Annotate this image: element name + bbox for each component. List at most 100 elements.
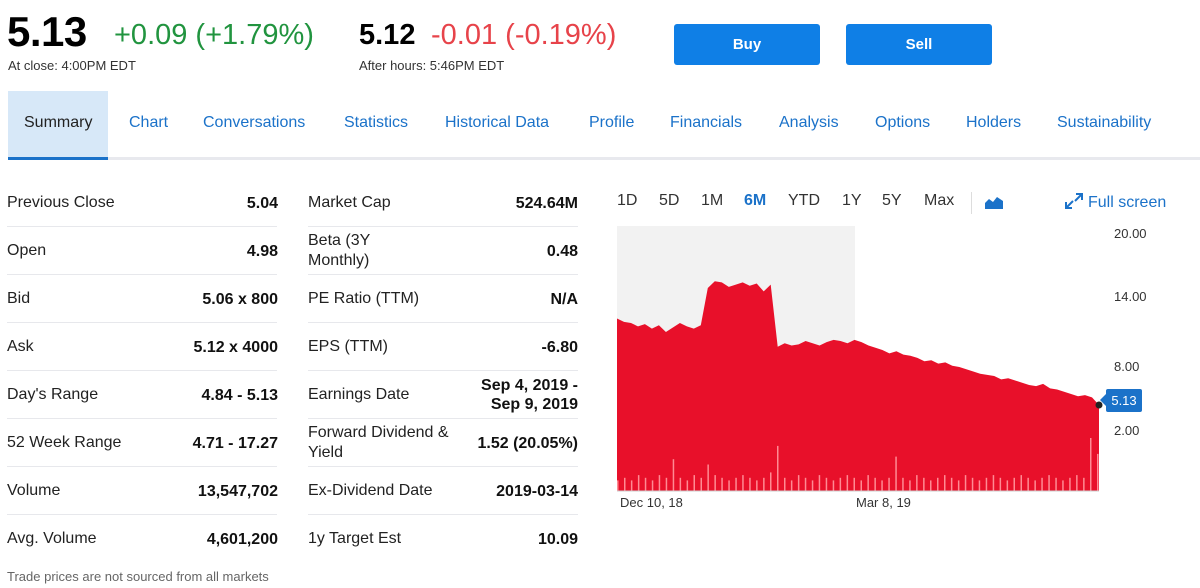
tab-options[interactable]: Options	[875, 114, 931, 131]
volume-bar	[964, 475, 967, 491]
current-price: 5.13	[7, 8, 87, 55]
stat-label: Volume	[7, 482, 61, 499]
volume-bar	[1006, 480, 1009, 491]
volume-bar	[916, 475, 918, 491]
stat-value: 5.12 x 4000	[193, 338, 278, 356]
y-tick-label: 2.00	[1114, 423, 1140, 438]
volume-bar	[825, 477, 828, 492]
volume-bar	[937, 477, 939, 492]
volume-bar	[617, 480, 619, 491]
tab-conversations[interactable]: Conversations	[203, 114, 306, 131]
tab-historical-data[interactable]: Historical Data	[445, 114, 550, 131]
table-row: Ex-Dividend Date 2019-03-14	[308, 467, 578, 515]
tab-financials[interactable]: Financials	[670, 114, 743, 131]
volume-bar	[860, 480, 862, 491]
price-area-series	[617, 281, 1099, 491]
volume-bar	[1020, 475, 1022, 491]
y-tick-label: 20.00	[1114, 226, 1147, 241]
stat-label: Ask	[7, 338, 34, 355]
volume-bar	[902, 477, 904, 492]
buy-button[interactable]: Buy	[674, 24, 820, 65]
table-row: PE Ratio (TTM) N/A	[308, 275, 578, 323]
stat-label: Bid	[7, 290, 31, 307]
volume-bar	[1034, 480, 1036, 491]
range-5d[interactable]: 5D	[659, 192, 680, 209]
stat-value: 4.71 - 17.27	[192, 434, 278, 452]
volume-bar	[957, 480, 960, 491]
expand-icon	[1065, 193, 1083, 209]
stat-label: Forward Dividend & Yield	[308, 424, 449, 461]
stat-label: 1y Target Est	[308, 530, 402, 547]
after-hours-change: -0.01 (-0.19%)	[431, 19, 617, 51]
range-divider	[971, 192, 972, 214]
stat-value: 4,601,200	[206, 530, 278, 548]
range-6m[interactable]: 6M	[744, 192, 767, 209]
y-tick-label: 14.00	[1114, 289, 1147, 304]
volume-bar	[651, 480, 654, 491]
summary-table-left: Previous Close 5.04 Open 4.98 Bid 5.06 x 80…	[7, 179, 279, 563]
table-row: Volume 13,547,702	[7, 467, 278, 515]
range-1y[interactable]: 1Y	[842, 192, 862, 209]
volume-bar	[686, 480, 689, 491]
stat-value: 1.52 (20.05%)	[477, 434, 578, 452]
stat-value: 2019-03-14	[496, 482, 578, 500]
volume-bar	[693, 475, 695, 491]
table-row: 1y Target Est 10.09	[308, 515, 578, 563]
volume-bar	[944, 475, 946, 491]
table-row: Earnings Date Sep 4, 2019 - Sep 9, 2019	[308, 371, 578, 419]
volume-bar	[999, 477, 1002, 492]
stat-label: PE Ratio (TTM)	[308, 290, 420, 307]
tab-statistics[interactable]: Statistics	[344, 114, 409, 131]
volume-bar	[888, 477, 890, 492]
stat-label: EPS (TTM)	[308, 338, 388, 355]
range-ytd[interactable]: YTD	[788, 192, 820, 209]
volume-bar	[804, 477, 807, 492]
volume-bar	[1076, 475, 1078, 491]
volume-bar	[985, 477, 988, 492]
tab-profile[interactable]: Profile	[589, 114, 635, 131]
volume-bar	[797, 475, 800, 491]
range-5y[interactable]: 5Y	[882, 192, 902, 209]
disclaimer-text: Trade prices are not sourced from all ma…	[7, 569, 269, 584]
area-chart-icon[interactable]	[985, 195, 1003, 214]
tab-holders[interactable]: Holders	[966, 114, 1022, 131]
tab-chart[interactable]: Chart	[129, 114, 169, 131]
volume-bar	[1083, 477, 1085, 492]
volume-bar	[728, 480, 730, 491]
volume-bar	[763, 477, 765, 492]
fullscreen-button[interactable]: Full screen	[1065, 193, 1166, 212]
stat-value: 5.06 x 800	[202, 290, 278, 308]
table-row: Market Cap 524.64M	[308, 179, 578, 227]
volume-bar	[846, 475, 849, 491]
stat-value: 4.84 - 5.13	[201, 386, 279, 404]
volume-bar	[658, 475, 661, 491]
range-1m[interactable]: 1M	[701, 192, 724, 209]
table-row: Forward Dividend & Yield 1.52 (20.05%)	[308, 419, 578, 467]
price-chart[interactable]	[617, 226, 1200, 518]
stat-label: Open	[7, 242, 47, 259]
stat-value: -6.80	[541, 338, 578, 356]
volume-bar	[1013, 477, 1015, 492]
x-tick-label: Dec 10, 18	[620, 495, 683, 510]
volume-bar	[707, 464, 709, 491]
tab-analysis[interactable]: Analysis	[779, 114, 839, 131]
y-tick-label: 8.00	[1114, 359, 1140, 374]
stat-label: Avg. Volume	[7, 530, 97, 547]
tab-sustainability[interactable]: Sustainability	[1057, 114, 1152, 131]
stat-label: Day's Range	[7, 386, 99, 403]
volume-bar	[665, 477, 668, 492]
current-price-marker: 5.13	[1100, 389, 1142, 412]
volume-bar	[1062, 480, 1064, 491]
volume-bar	[971, 477, 974, 492]
volume-bar	[721, 477, 723, 492]
volume-bar	[1069, 477, 1071, 492]
table-row: Avg. Volume 4,601,200	[7, 515, 278, 563]
range-1d[interactable]: 1D	[617, 192, 638, 209]
range-max[interactable]: Max	[924, 192, 955, 209]
volume-bar	[679, 477, 682, 492]
volume-bar	[770, 472, 772, 491]
tab-summary[interactable]: Summary	[8, 91, 109, 160]
sell-button[interactable]: Sell	[846, 24, 992, 65]
table-row: 52 Week Range 4.71 - 17.27	[7, 419, 278, 467]
table-row: Ask 5.12 x 4000	[7, 323, 278, 371]
